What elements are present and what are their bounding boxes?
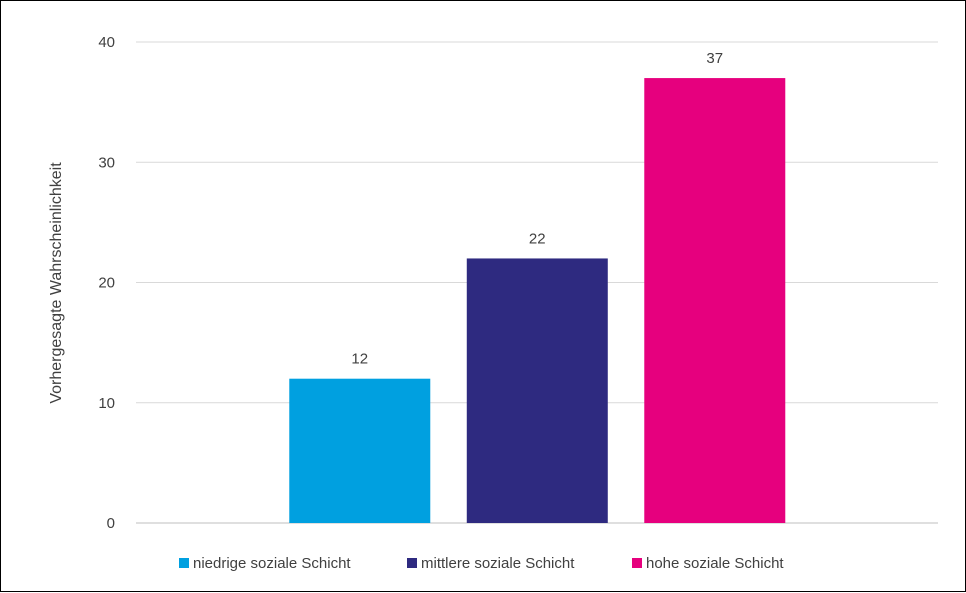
data-label: 37	[706, 50, 723, 67]
y-tick-label: 30	[98, 154, 115, 171]
legend-swatch	[179, 558, 189, 568]
y-axis-label: Vorhergesagte Wahrscheinlichkeit	[48, 162, 65, 404]
data-label: 22	[529, 230, 546, 247]
y-tick-label: 20	[98, 275, 115, 292]
legend-swatch	[407, 558, 417, 568]
y-tick-label: 0	[107, 515, 115, 532]
y-tick-label: 10	[98, 395, 115, 412]
legend-entry: hohe soziale Schicht	[646, 555, 784, 572]
bar	[289, 378, 431, 523]
legend-entry: niedrige soziale Schicht	[193, 555, 351, 572]
legend-entry: mittlere soziale Schicht	[421, 555, 575, 572]
legend: niedrige soziale Schicht mittlere soziale…	[179, 555, 784, 572]
bar	[644, 78, 786, 523]
y-tick-label: 40	[98, 34, 115, 51]
legend-swatch	[632, 558, 642, 568]
bar	[466, 258, 608, 523]
data-label: 12	[351, 351, 368, 368]
